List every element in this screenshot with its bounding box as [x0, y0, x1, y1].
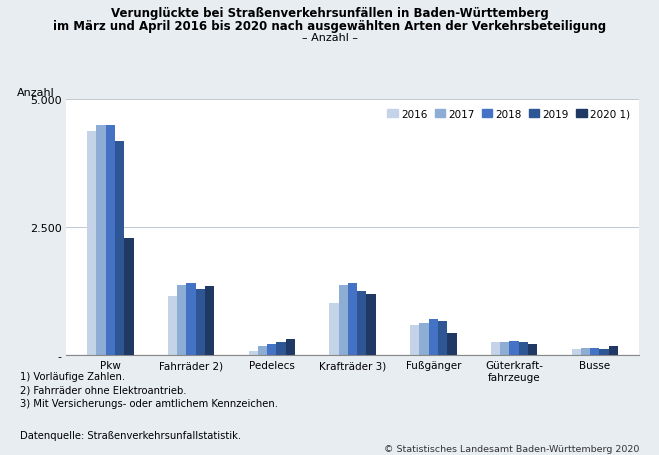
Bar [528, 344, 537, 355]
Bar [366, 295, 376, 355]
Bar [339, 286, 348, 355]
Bar [447, 333, 457, 355]
Bar [519, 342, 528, 355]
Text: Datenquelle: Straßenverkehrsunfallstatistik.: Datenquelle: Straßenverkehrsunfallstatis… [20, 430, 241, 440]
Bar [330, 303, 339, 355]
Bar [258, 346, 267, 355]
Bar [500, 342, 509, 355]
Text: Anzahl: Anzahl [17, 87, 55, 97]
Bar [419, 323, 428, 355]
Bar [600, 349, 609, 355]
Bar [96, 126, 105, 355]
Bar [125, 239, 134, 355]
Text: © Statistisches Landesamt Baden-Württemberg 2020: © Statistisches Landesamt Baden-Württemb… [384, 444, 639, 453]
Bar [428, 319, 438, 355]
Bar [491, 343, 500, 355]
Bar [609, 346, 618, 355]
Bar [277, 342, 286, 355]
Bar [357, 292, 366, 355]
Bar [410, 325, 419, 355]
Bar [267, 344, 277, 355]
Bar [438, 322, 447, 355]
Bar [581, 349, 590, 355]
Bar [186, 283, 196, 355]
Bar [177, 285, 186, 355]
Bar [105, 126, 115, 355]
Text: 3) Mit Versicherungs- oder amtlichem Kennzeichen.: 3) Mit Versicherungs- oder amtlichem Ken… [20, 398, 278, 408]
Bar [590, 348, 600, 355]
Bar [205, 287, 214, 355]
Text: Verunglückte bei Straßenverkehrsunfällen in Baden-Württemberg: Verunglückte bei Straßenverkehrsunfällen… [111, 7, 548, 20]
Bar [196, 289, 205, 355]
Bar [248, 351, 258, 355]
Bar [509, 341, 519, 355]
Bar [348, 283, 357, 355]
Text: im März und April 2016 bis 2020 nach ausgewählten Arten der Verkehrsbeteiligung: im März und April 2016 bis 2020 nach aus… [53, 20, 606, 33]
Text: 1) Vorläufige Zahlen.: 1) Vorläufige Zahlen. [20, 371, 125, 381]
Bar [571, 349, 581, 355]
Bar [87, 131, 96, 355]
Bar [168, 296, 177, 355]
Bar [286, 339, 295, 355]
Text: – Anzahl –: – Anzahl – [302, 33, 357, 43]
Text: 2) Fahrräder ohne Elektroantrieb.: 2) Fahrräder ohne Elektroantrieb. [20, 384, 186, 394]
Bar [115, 142, 125, 355]
Legend: 2016, 2017, 2018, 2019, 2020 1): 2016, 2017, 2018, 2019, 2020 1) [383, 105, 634, 124]
